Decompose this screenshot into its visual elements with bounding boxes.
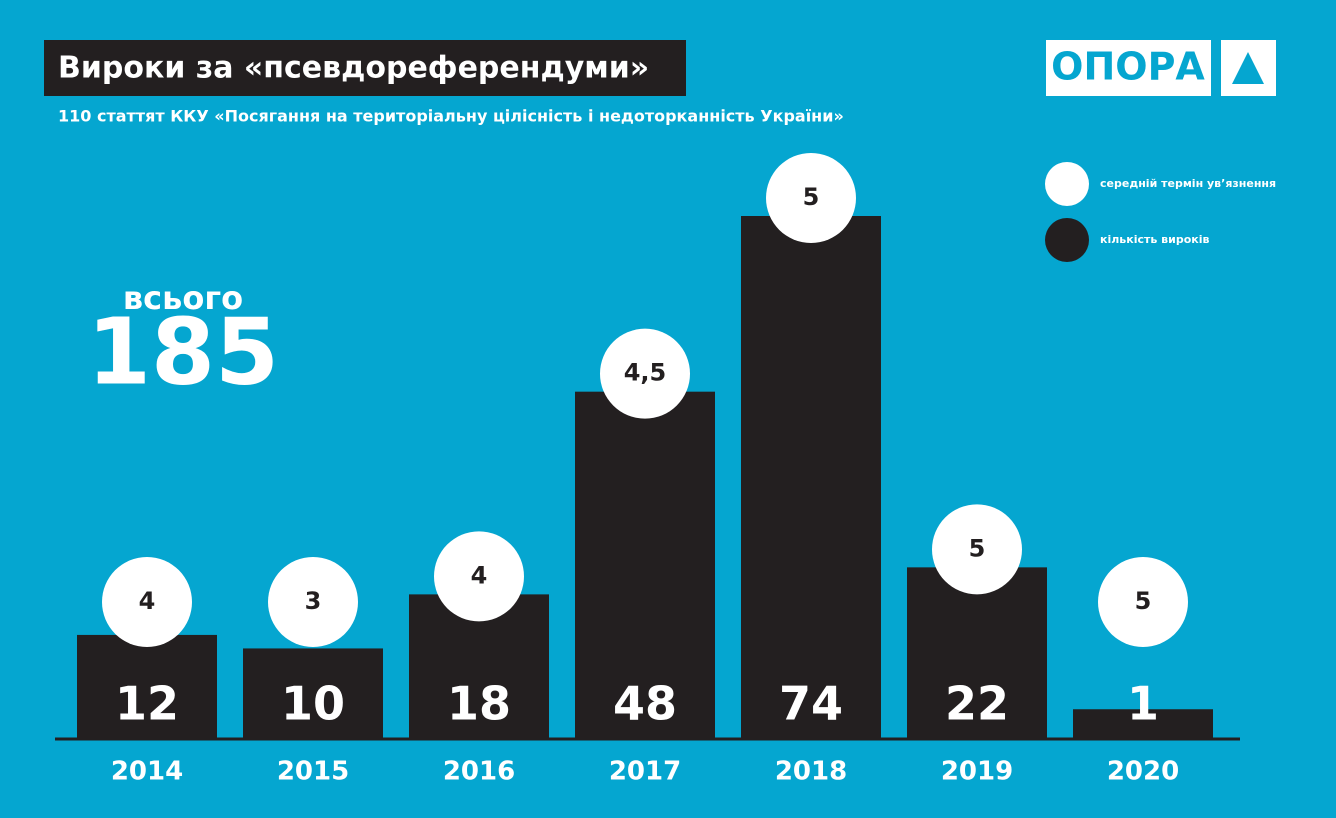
term-circle: [600, 328, 690, 419]
bar: [243, 648, 383, 738]
bar: [77, 634, 217, 738]
total-label: всього: [123, 279, 243, 317]
x-tick-label: 2017: [609, 757, 681, 787]
bar: [1073, 709, 1213, 738]
legend-label: кількість вироків: [1100, 233, 1210, 246]
bar: [741, 216, 881, 738]
term-circle: [434, 531, 524, 622]
logo: ОПОРА: [1051, 45, 1205, 89]
x-tick-label: 2016: [443, 757, 515, 787]
term-label: 3: [305, 587, 322, 615]
bar-value-label: 12: [115, 677, 179, 731]
term-circle: [932, 504, 1022, 595]
legend-swatch: [1045, 162, 1089, 206]
term-circle: [102, 557, 192, 647]
term-label: 4: [471, 561, 488, 589]
legend-label: середній термін ув’язнення: [1100, 177, 1276, 190]
x-tick-label: 2019: [941, 757, 1013, 787]
bar-value-label: 1: [1127, 677, 1159, 731]
logo-box: [1046, 40, 1211, 96]
x-tick-label: 2014: [111, 757, 183, 787]
term-circle: [1098, 557, 1188, 647]
legend-swatch: [1045, 218, 1089, 262]
bar-value-label: 18: [447, 677, 511, 731]
bar: [907, 567, 1047, 738]
term-label: 5: [803, 183, 820, 211]
bar: [575, 391, 715, 738]
bar-value-label: 10: [281, 677, 345, 731]
term-circle: [268, 557, 358, 647]
chart-title: Вироки за «псевдореферендуми»: [58, 51, 649, 86]
term-label: 5: [1135, 587, 1152, 615]
total: 185: [87, 298, 279, 405]
bar-value-label: 74: [779, 677, 843, 731]
term-circle: [766, 153, 856, 243]
bar-value-label: 48: [613, 677, 677, 731]
x-tick-label: 2020: [1107, 757, 1179, 787]
term-label: 4: [139, 587, 156, 615]
bar-value-label: 22: [945, 677, 1009, 731]
chart-subtitle: 110 статтят ККУ «Посягання на територіал…: [58, 107, 844, 126]
term-label: 4,5: [624, 359, 667, 387]
x-tick-label: 2018: [775, 757, 847, 787]
title-box: [44, 40, 686, 96]
logo-triangle: [1232, 52, 1264, 84]
term-label: 5: [969, 534, 986, 562]
x-tick-label: 2015: [277, 757, 349, 787]
